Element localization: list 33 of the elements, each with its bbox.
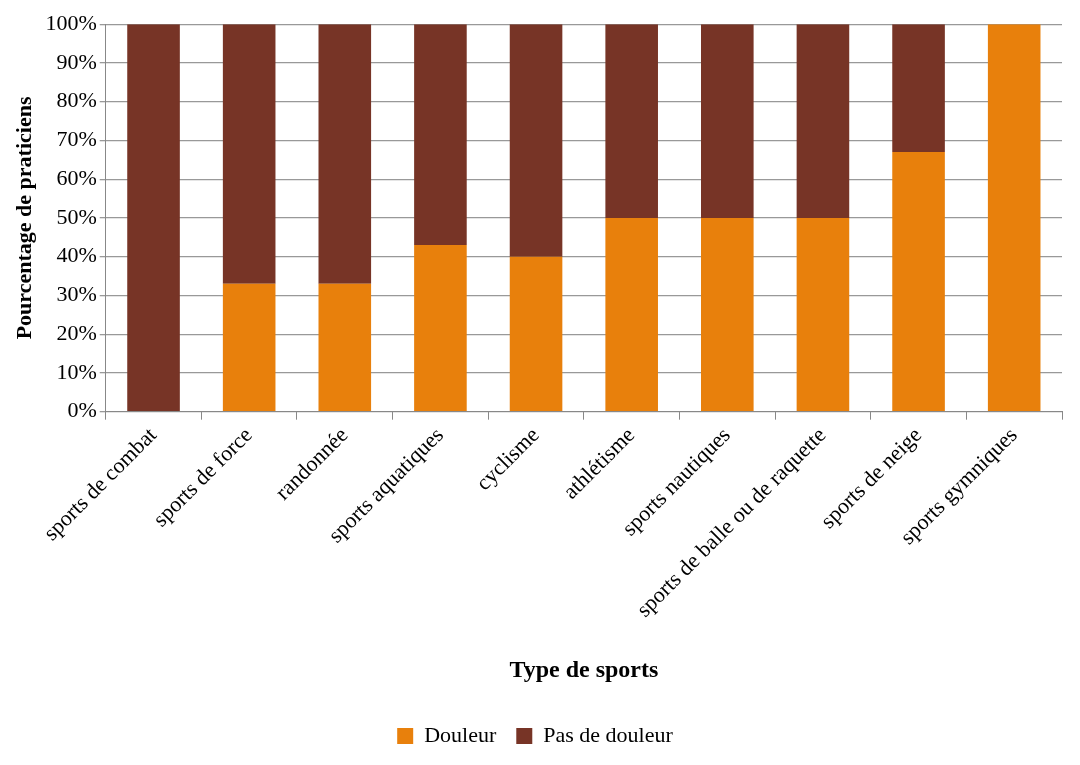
bar bbox=[222, 283, 276, 412]
y-tick-label: 80% bbox=[56, 87, 97, 113]
bar bbox=[318, 24, 372, 284]
y-axis-title: Pourcentage de praticiens bbox=[10, 96, 36, 340]
bar bbox=[318, 283, 372, 412]
y-tick-label: 10% bbox=[56, 358, 97, 384]
bar bbox=[509, 24, 563, 257]
bar bbox=[987, 24, 1041, 412]
bar bbox=[701, 24, 754, 218]
legend-label: Pas de douleur bbox=[543, 721, 674, 747]
y-tick-label: 30% bbox=[56, 281, 97, 307]
y-tick-label: 90% bbox=[56, 48, 97, 74]
y-tick-label: 100% bbox=[45, 9, 97, 35]
bar bbox=[605, 24, 658, 218]
x-axis-title: Type de sports bbox=[509, 655, 659, 682]
bar bbox=[222, 24, 276, 284]
legend-label: Douleur bbox=[424, 721, 497, 747]
bar bbox=[701, 217, 754, 412]
bar bbox=[414, 245, 467, 412]
bar bbox=[414, 24, 467, 246]
y-tick-label: 40% bbox=[56, 242, 97, 268]
y-tick-label: 70% bbox=[56, 126, 97, 152]
y-tick-label: 50% bbox=[56, 203, 97, 229]
bar bbox=[892, 24, 945, 153]
bar bbox=[796, 217, 850, 412]
bar bbox=[796, 24, 850, 218]
bar bbox=[605, 217, 658, 412]
bar bbox=[509, 256, 563, 412]
y-tick-label: 60% bbox=[56, 164, 97, 190]
bar bbox=[892, 152, 945, 412]
bar bbox=[127, 24, 180, 412]
y-tick-label: 0% bbox=[67, 397, 97, 423]
y-tick-label: 20% bbox=[56, 319, 97, 345]
